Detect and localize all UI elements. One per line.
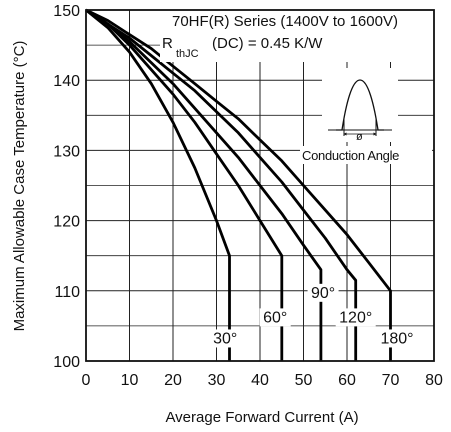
annotation-series-title: 70HF(R) Series (1400V to 1600V) xyxy=(172,13,398,30)
series-label: 30° xyxy=(213,330,237,347)
series-label-bg xyxy=(259,308,291,327)
phi-symbol: ø xyxy=(356,131,363,143)
sine-pulse-icon xyxy=(336,79,384,131)
series-line xyxy=(85,8,284,361)
series-label: 60° xyxy=(263,309,287,326)
y-tick-label: 100 xyxy=(53,354,80,371)
conduction-angle-label: Conduction Angle xyxy=(302,148,399,163)
y-tick-label: 110 xyxy=(54,284,80,301)
y-tick-label: 150 xyxy=(53,3,80,20)
x-tick-label: 20 xyxy=(164,372,182,389)
y-tick-label: 140 xyxy=(53,73,80,90)
annotation-r-subscript: thJC xyxy=(176,48,199,60)
y-axis-title: Maximum Allowable Case Temperature (°C) xyxy=(11,41,28,332)
annotation: 70HF(R) Series (1400V to 1600V) R thJC (… xyxy=(160,8,436,164)
cond-label-bg xyxy=(300,146,432,164)
series-label-bg xyxy=(335,308,376,327)
series-label: 180° xyxy=(380,330,413,347)
series-line xyxy=(85,8,323,361)
series-label-bg xyxy=(307,283,339,302)
x-tick-label: 10 xyxy=(121,372,139,389)
series-label: 90° xyxy=(311,285,335,302)
x-tick-label: 50 xyxy=(295,372,313,389)
series-labels: 30° 60° 90°120° 180° xyxy=(209,283,418,348)
x-tick-label: 30 xyxy=(208,372,226,389)
series-lines xyxy=(85,8,392,361)
annotation-r-symbol: R xyxy=(162,35,173,52)
x-axis-title: Average Forward Current (A) xyxy=(165,409,358,426)
x-tick-label: 70 xyxy=(382,372,400,389)
y-tick-label: 120 xyxy=(53,214,80,231)
x-tick-label: 80 xyxy=(425,372,443,389)
series-line xyxy=(85,8,231,361)
y-tick-label: 130 xyxy=(53,143,80,160)
annotation-bg-2 xyxy=(160,10,436,62)
series-label-bg xyxy=(209,329,241,348)
annotation-r-value: (DC) = 0.45 K/W xyxy=(212,35,323,52)
series-line xyxy=(85,8,392,361)
series-line xyxy=(85,8,358,361)
x-tick-label: 60 xyxy=(338,372,356,389)
series-label: 120° xyxy=(339,309,372,326)
plot-frame xyxy=(85,9,435,362)
series-label-bg xyxy=(377,329,418,348)
tick-labels: 0 10 20 30 40 50 60 70 80 100 110 120 130 140 150 xyxy=(53,3,443,389)
x-tick-label: 0 xyxy=(82,372,91,389)
x-tick-label: 40 xyxy=(251,372,269,389)
